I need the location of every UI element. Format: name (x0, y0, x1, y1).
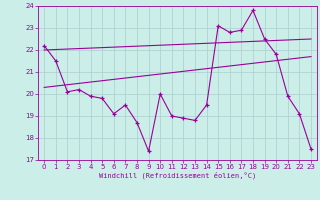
X-axis label: Windchill (Refroidissement éolien,°C): Windchill (Refroidissement éolien,°C) (99, 172, 256, 179)
